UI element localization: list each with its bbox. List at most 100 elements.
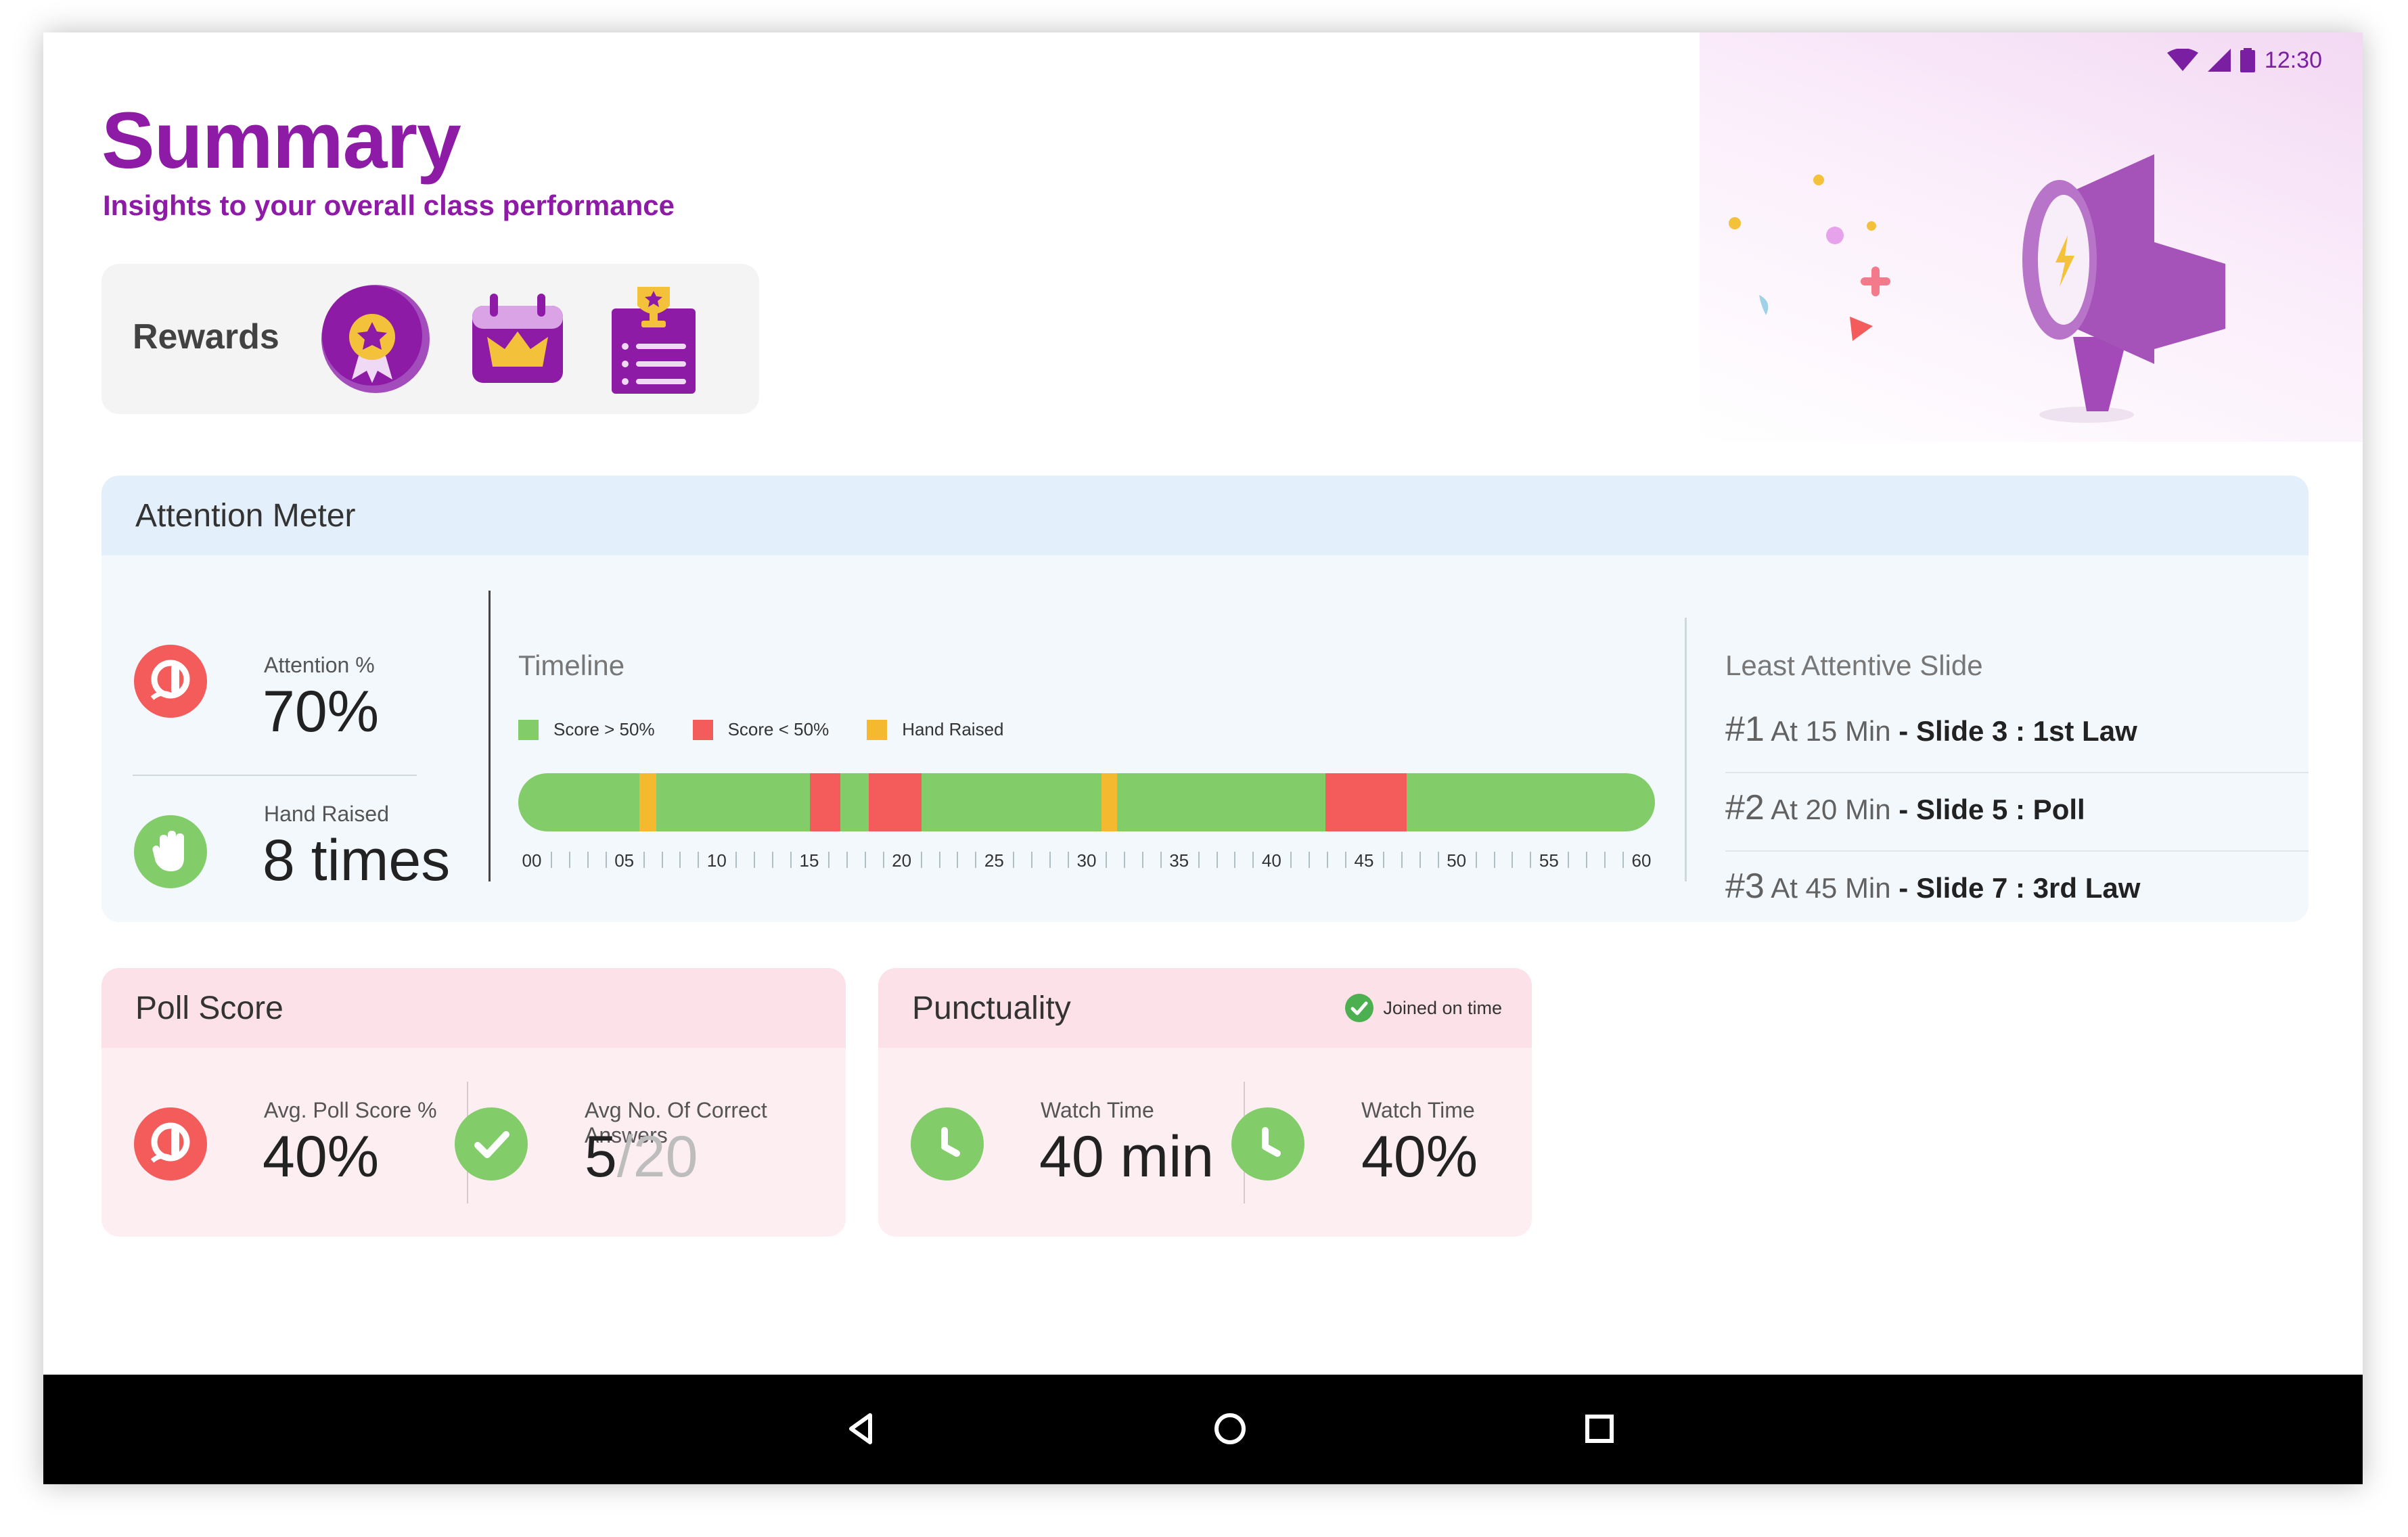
check-icon bbox=[455, 1107, 528, 1180]
poll-score-card: Poll Score Avg. Poll Score % 40% Avg No.… bbox=[101, 968, 846, 1237]
timeline-minor-tick bbox=[1327, 852, 1329, 868]
slide-name: Slide 5 : Poll bbox=[1915, 794, 2085, 825]
timeline-minor-tick bbox=[790, 852, 792, 868]
timeline-minor-tick bbox=[1604, 852, 1606, 868]
legend-label: Score < 50% bbox=[727, 719, 830, 739]
timeline-tick-label: 20 bbox=[892, 850, 912, 871]
timeline-minor-tick bbox=[1437, 852, 1439, 868]
poll-score-icon bbox=[134, 1107, 207, 1180]
timeline-segment-low[interactable] bbox=[810, 773, 840, 831]
least-attentive-item[interactable]: #2 At 20 Min - Slide 5 : Poll bbox=[1725, 787, 2309, 828]
watch-pct-label: Watch Time bbox=[1361, 1098, 1475, 1122]
medal-badge-icon[interactable] bbox=[318, 281, 433, 396]
recents-icon[interactable] bbox=[1572, 1402, 1627, 1456]
timeline-minor-tick bbox=[846, 852, 848, 868]
timeline-tick-label: 60 bbox=[1631, 850, 1652, 871]
punctuality-header: Punctuality Joined on time bbox=[878, 968, 1532, 1048]
timeline-minor-tick bbox=[1345, 852, 1346, 868]
correct-answers-value: 5/20 bbox=[585, 1124, 698, 1191]
crown-calendar-icon[interactable] bbox=[467, 287, 568, 388]
rank: #1 bbox=[1725, 710, 1765, 749]
clock: 12:30 bbox=[2264, 47, 2322, 73]
timeline-segment-low[interactable] bbox=[1325, 773, 1407, 831]
timeline-minor-tick bbox=[828, 852, 830, 868]
timeline-minor-tick bbox=[735, 852, 737, 868]
timeline-minor-tick bbox=[1383, 852, 1384, 868]
timeline-minor-tick bbox=[920, 852, 922, 868]
timeline-minor-tick bbox=[957, 852, 959, 868]
legend-swatch-green bbox=[518, 719, 539, 740]
timeline-bar[interactable] bbox=[518, 773, 1655, 831]
time: At 15 Min bbox=[1771, 715, 1891, 747]
timeline-minor-tick bbox=[1216, 852, 1218, 868]
timeline-minor-tick bbox=[864, 852, 866, 868]
timeline-segment-hand[interactable] bbox=[639, 773, 657, 831]
legend-swatch-red bbox=[692, 719, 713, 740]
tablet-screen: 12:30 Summary Insights to your overall c… bbox=[43, 32, 2363, 1484]
clock-icon bbox=[1231, 1107, 1304, 1180]
timeline-minor-tick bbox=[1068, 852, 1069, 868]
timeline-minor-tick bbox=[1401, 852, 1403, 868]
watch-pct-value: 40% bbox=[1361, 1124, 1478, 1189]
signal-icon bbox=[2207, 49, 2231, 72]
timeline-segment-hand[interactable] bbox=[1101, 773, 1117, 831]
page-title: Summary bbox=[101, 96, 461, 185]
legend-swatch-amber bbox=[867, 719, 888, 740]
timeline-minor-tick bbox=[661, 852, 663, 868]
attention-meter-title: Attention Meter bbox=[101, 476, 2309, 555]
timeline-minor-tick bbox=[1031, 852, 1033, 868]
timeline-axis: 00 05 10 15 20 25 30 35 40 45 50 55 60 bbox=[518, 846, 1655, 873]
poll-score-title: Poll Score bbox=[101, 968, 846, 1048]
hand-raised-value: 8 times bbox=[263, 828, 451, 893]
status-bar: 12:30 bbox=[2166, 43, 2322, 77]
timeline-tick-label: 05 bbox=[614, 850, 635, 871]
punctuality-card: Punctuality Joined on time Watch Time 40… bbox=[878, 968, 1532, 1237]
timeline-tick-label: 45 bbox=[1354, 850, 1374, 871]
timeline-minor-tick bbox=[975, 852, 977, 868]
timeline-minor-tick bbox=[1123, 852, 1125, 868]
rewards-label: Rewards bbox=[133, 317, 279, 357]
timeline-minor-tick bbox=[698, 852, 700, 868]
rewards-panel: Rewards bbox=[101, 264, 759, 414]
least-attentive-title: Least Attentive Slide bbox=[1725, 649, 1983, 681]
timeline-tick-label: 00 bbox=[522, 850, 542, 871]
least-attentive-item[interactable]: #3 At 45 Min - Slide 7 : 3rd Law bbox=[1725, 866, 2309, 907]
home-icon[interactable] bbox=[1203, 1402, 1257, 1456]
megaphone-illustration bbox=[1729, 154, 2225, 423]
timeline-tick-label: 10 bbox=[706, 850, 727, 871]
check-circle-icon bbox=[1345, 994, 1374, 1022]
correct-total: /20 bbox=[616, 1124, 698, 1189]
trophy-clipboard-icon[interactable] bbox=[606, 281, 701, 396]
timeline-minor-tick bbox=[1141, 852, 1143, 868]
watch-time-value: 40 min bbox=[1039, 1124, 1214, 1189]
timeline-minor-tick bbox=[938, 852, 940, 868]
timeline-minor-tick bbox=[1568, 852, 1570, 868]
timeline-minor-tick bbox=[1013, 852, 1015, 868]
lsa-row-divider bbox=[1725, 850, 2309, 852]
attention-label: Attention % bbox=[264, 653, 375, 677]
least-attentive-item[interactable]: #1 At 15 Min - Slide 3 : 1st Law bbox=[1725, 709, 2309, 750]
separator: - bbox=[1899, 794, 1909, 825]
hand-raised-icon bbox=[134, 815, 207, 888]
timeline-tick-label: 40 bbox=[1261, 850, 1281, 871]
timeline-tick-label: 15 bbox=[799, 850, 819, 871]
timeline-legend: Score > 50% Score < 50% Hand Raised bbox=[518, 719, 1004, 740]
rank: #2 bbox=[1725, 788, 1765, 827]
battery-icon bbox=[2240, 48, 2255, 72]
timeline-minor-tick bbox=[1622, 852, 1624, 868]
slide-name: Slide 3 : 1st Law bbox=[1915, 715, 2137, 747]
divider bbox=[133, 775, 417, 776]
back-icon[interactable] bbox=[835, 1402, 889, 1456]
system-nav-bar bbox=[43, 1375, 2363, 1484]
timeline-tick-label: 30 bbox=[1076, 850, 1097, 871]
vertical-divider bbox=[489, 591, 491, 881]
timeline-tick-label: 35 bbox=[1169, 850, 1189, 871]
correct-count: 5 bbox=[585, 1124, 617, 1189]
timeline-segment-low[interactable] bbox=[869, 773, 922, 831]
watch-time-label: Watch Time bbox=[1041, 1098, 1154, 1122]
timeline-minor-tick bbox=[551, 852, 552, 868]
timeline-minor-tick bbox=[1530, 852, 1532, 868]
time: At 20 Min bbox=[1771, 794, 1891, 825]
timeline-tick-label: 50 bbox=[1447, 850, 1467, 871]
timeline-minor-tick bbox=[643, 852, 645, 868]
